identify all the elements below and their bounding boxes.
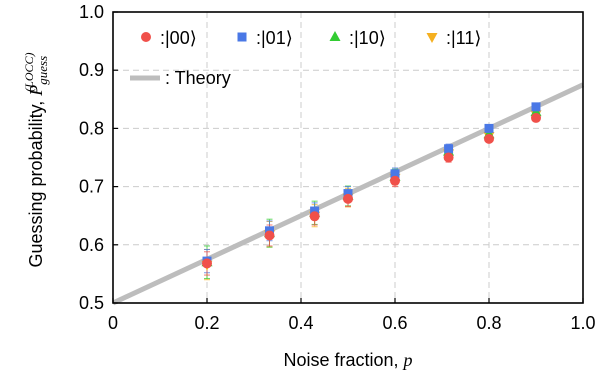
data-point <box>343 189 353 199</box>
legend-label: :|01⟩ <box>256 28 293 48</box>
legend-label: :|11⟩ <box>446 28 481 48</box>
legend-marker <box>141 32 151 42</box>
grid <box>113 12 583 303</box>
y-axis-label: Guessing probability, Pguess(LOCC) <box>22 53 50 268</box>
x-tick-label: 1.0 <box>570 313 595 333</box>
y-tick-label: 0.8 <box>79 118 104 138</box>
x-tick-label: 0.6 <box>382 313 407 333</box>
y-tick-label: 1.0 <box>79 2 104 22</box>
y-tick-label: 0.9 <box>79 60 104 80</box>
legend-marker <box>329 31 341 41</box>
legend-marker <box>426 33 438 43</box>
legend-marker <box>237 32 247 42</box>
legend-label: :|10⟩ <box>349 28 386 48</box>
x-axis-label: Noise fraction, p <box>283 350 412 370</box>
y-tick-label: 0.6 <box>79 235 104 255</box>
data-point <box>484 123 494 133</box>
legend-label: : Theory <box>165 68 231 88</box>
x-axis-ticks: 0 0.2 0.4 0.6 0.8 1.0 <box>108 298 596 333</box>
data-point <box>310 206 320 216</box>
data-point <box>484 133 494 144</box>
plot-area <box>113 12 583 303</box>
legend-label: :|00⟩ <box>160 28 197 48</box>
y-axis-ticks: 0.5 0.6 0.7 0.8 0.9 1.0 <box>79 2 118 313</box>
data-point <box>531 112 541 123</box>
plot-frame <box>112 11 584 304</box>
data-point <box>390 169 400 179</box>
y-tick-label: 0.5 <box>79 293 104 313</box>
x-tick-label: 0.2 <box>194 313 219 333</box>
data-point <box>531 102 541 112</box>
data-point <box>390 175 400 186</box>
x-tick-label: 0.8 <box>476 313 501 333</box>
y-tick-label: 0.7 <box>79 177 104 197</box>
data-point <box>264 230 275 241</box>
data-point <box>343 193 353 204</box>
x-tick-label: 0.4 <box>288 313 313 333</box>
data-point <box>444 144 454 154</box>
data-point <box>202 258 212 269</box>
data-point <box>309 211 320 222</box>
data-markers <box>201 102 542 271</box>
legend: :|00⟩ :|01⟩ :|10⟩ :|11⟩ : Theory <box>130 28 481 88</box>
x-tick-label: 0 <box>108 313 118 333</box>
data-point <box>443 152 454 163</box>
